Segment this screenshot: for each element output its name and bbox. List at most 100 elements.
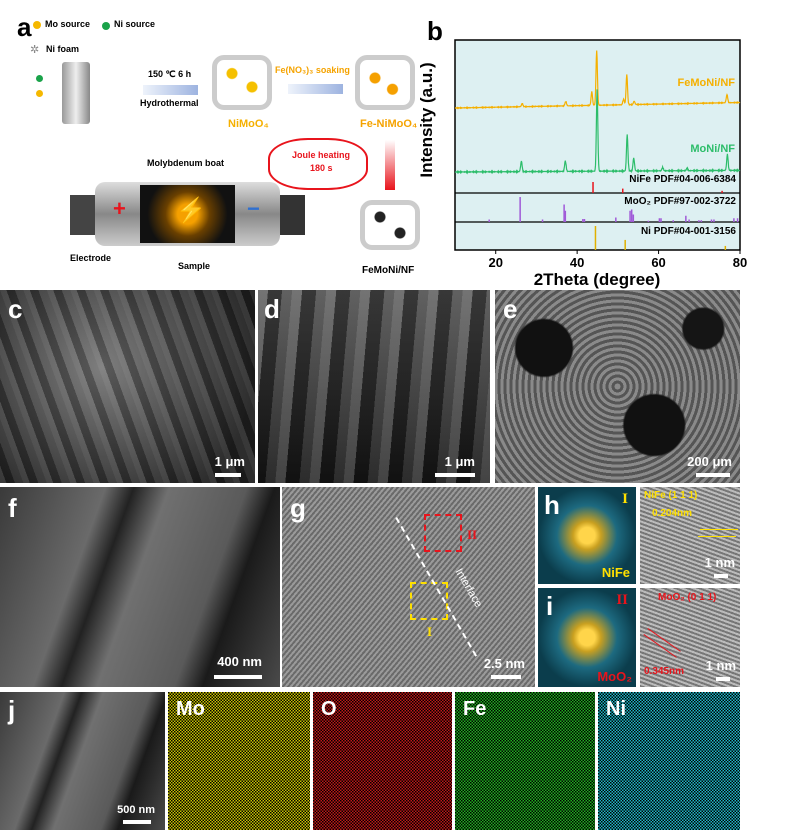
sem-image-e: e 200 μm bbox=[495, 290, 740, 483]
sample-label: Sample bbox=[178, 261, 211, 271]
eds-map-o: O bbox=[313, 692, 452, 830]
fft-image-i: i II MoO₂ bbox=[538, 588, 636, 687]
panel-label-c: c bbox=[8, 294, 23, 324]
scale-bar-f bbox=[214, 675, 262, 679]
panel-a-schematic: a Mo source Ni source ✲ Ni foam 150 ℃ 6 … bbox=[0, 0, 430, 290]
fft-h-label: NiFe bbox=[601, 565, 630, 580]
region-i-label: I bbox=[427, 624, 433, 639]
mo-source-dot-icon bbox=[33, 21, 41, 29]
mo-source-dot-icon bbox=[36, 90, 43, 97]
product-label: FeMoNi/NF bbox=[362, 265, 415, 276]
panel-label-f: f bbox=[8, 493, 17, 523]
region-ii-box bbox=[424, 514, 462, 552]
legend-mo-source: Mo source bbox=[45, 19, 91, 29]
ni-source-dot-icon bbox=[36, 75, 43, 82]
scale-label-h: 1 nm bbox=[704, 555, 735, 570]
fe-nimoo4-label: Fe-NiMoO₄ bbox=[360, 118, 418, 130]
condition-text: 150 ℃ 6 h bbox=[148, 69, 192, 79]
xrd-chart: 20 40 60 80 Intensity (a.u.) 2Theta (degree… bbox=[417, 39, 747, 289]
series-line-moninf bbox=[454, 89, 741, 175]
scale-label-g: 2.5 nm bbox=[483, 656, 525, 671]
fft-i-label: MoO₂ bbox=[597, 669, 632, 684]
soaking-text: Fe(NO₃)₃ soaking bbox=[275, 65, 350, 75]
scale-label-f: 400 nm bbox=[217, 654, 262, 669]
moo2-plane-label: MoO₂ (0 1 1) bbox=[658, 592, 717, 603]
sem-image-f: f 400 nm bbox=[0, 487, 280, 687]
interface-label: Interface bbox=[452, 566, 485, 610]
x-axis-label: 2Theta (degree) bbox=[534, 270, 661, 289]
sem-image-c: c 1 μm bbox=[0, 290, 255, 483]
sample-area bbox=[140, 185, 235, 243]
fft-h-region: I bbox=[622, 491, 628, 507]
fft-i-region: II bbox=[616, 592, 628, 608]
nife-plane-label: NiFe (1 1 1) bbox=[644, 490, 698, 501]
scale-bar-h bbox=[714, 574, 728, 578]
ref-label-ni: Ni PDF#04-001-3156 bbox=[641, 226, 736, 237]
panel-label-d: d bbox=[264, 294, 280, 324]
scale-bar-c bbox=[215, 473, 241, 477]
eds-map-ni: Ni bbox=[598, 692, 740, 830]
lattice-line bbox=[698, 536, 736, 537]
x-tick-label: 20 bbox=[488, 255, 502, 270]
nimoo4-structure-icon bbox=[212, 55, 272, 110]
scale-bar-i bbox=[716, 677, 730, 681]
ni-foam-icon: ✲ bbox=[30, 44, 40, 56]
y-axis-label: Intensity (a.u.) bbox=[417, 62, 436, 177]
map-label-fe: Fe bbox=[463, 698, 487, 720]
soaking-arrow-icon bbox=[288, 84, 343, 94]
panel-label-j: j bbox=[8, 695, 16, 725]
x-tick-label: 60 bbox=[651, 255, 665, 270]
map-label-mo: Mo bbox=[176, 698, 205, 720]
boat-label: Molybdenum boat bbox=[147, 158, 224, 168]
sem-image-j: j 500 nm bbox=[0, 692, 165, 830]
legend-ni-foam: Ni foam bbox=[46, 44, 80, 54]
eds-map-mo: Mo bbox=[168, 692, 310, 830]
series-label-femoni: FeMoNi/NF bbox=[678, 77, 736, 89]
scale-bar-j bbox=[123, 820, 151, 824]
femoni-structure-icon bbox=[360, 200, 420, 250]
scale-label-d: 1 μm bbox=[444, 454, 475, 469]
joule-heating-text: Joule heating bbox=[292, 150, 351, 160]
joule-arrow-icon bbox=[385, 140, 395, 190]
fe-nimoo4-structure-icon bbox=[355, 55, 415, 110]
tem-image-g: g II I Interface 2.5 nm bbox=[282, 487, 535, 687]
scale-bar-d bbox=[435, 473, 475, 477]
fft-image-h: h I NiFe bbox=[538, 487, 636, 584]
region-ii-label: II bbox=[467, 527, 478, 542]
map-label-ni: Ni bbox=[606, 698, 626, 720]
hrtem-image-h: NiFe (1 1 1) 0.204nm 1 nm bbox=[640, 487, 740, 584]
lattice-line bbox=[700, 529, 738, 530]
scale-label-e: 200 μm bbox=[687, 454, 732, 469]
ni-source-dot-icon bbox=[102, 22, 110, 30]
autoclave-icon bbox=[62, 62, 90, 124]
sem-image-d: d 1 μm bbox=[258, 290, 490, 483]
minus-sign: − bbox=[247, 196, 260, 221]
hydrothermal-arrow-icon bbox=[143, 85, 198, 95]
hrtem-image-i: MoO₂ (0 1 1) 0.345nm 1 nm bbox=[640, 588, 740, 687]
electrode-right bbox=[275, 195, 305, 235]
panel-label-a: a bbox=[17, 12, 32, 42]
region-i-box bbox=[410, 582, 448, 620]
x-tick-label: 40 bbox=[570, 255, 584, 270]
hydrothermal-text: Hydrothermal bbox=[140, 98, 199, 108]
panel-label-h: h bbox=[544, 490, 560, 520]
moo2-spacing-label: 0.345nm bbox=[644, 666, 685, 677]
scale-label-i: 1 nm bbox=[705, 658, 736, 673]
map-label-o: O bbox=[321, 698, 337, 720]
scale-label-c: 1 μm bbox=[214, 454, 245, 469]
ref-label-nife: NiFe PDF#04-006-6384 bbox=[629, 174, 736, 185]
lightning-icon: ⚡ bbox=[176, 197, 206, 224]
series-label-moni: MoNi/NF bbox=[690, 143, 735, 155]
eds-map-fe: Fe bbox=[455, 692, 595, 830]
panel-label-g: g bbox=[290, 493, 306, 523]
series-line-femoninf bbox=[455, 50, 741, 110]
scale-bar-e bbox=[696, 473, 730, 477]
plus-sign: + bbox=[113, 196, 126, 221]
joule-burst-icon bbox=[268, 138, 368, 190]
electrode-label: Electrode bbox=[70, 253, 112, 263]
joule-time-text: 180 s bbox=[310, 163, 333, 173]
legend-ni-source: Ni source bbox=[114, 19, 156, 29]
x-tick-label: 80 bbox=[733, 255, 747, 270]
nimoo4-label: NiMoO₄ bbox=[228, 118, 269, 130]
scale-bar-g bbox=[491, 675, 521, 679]
